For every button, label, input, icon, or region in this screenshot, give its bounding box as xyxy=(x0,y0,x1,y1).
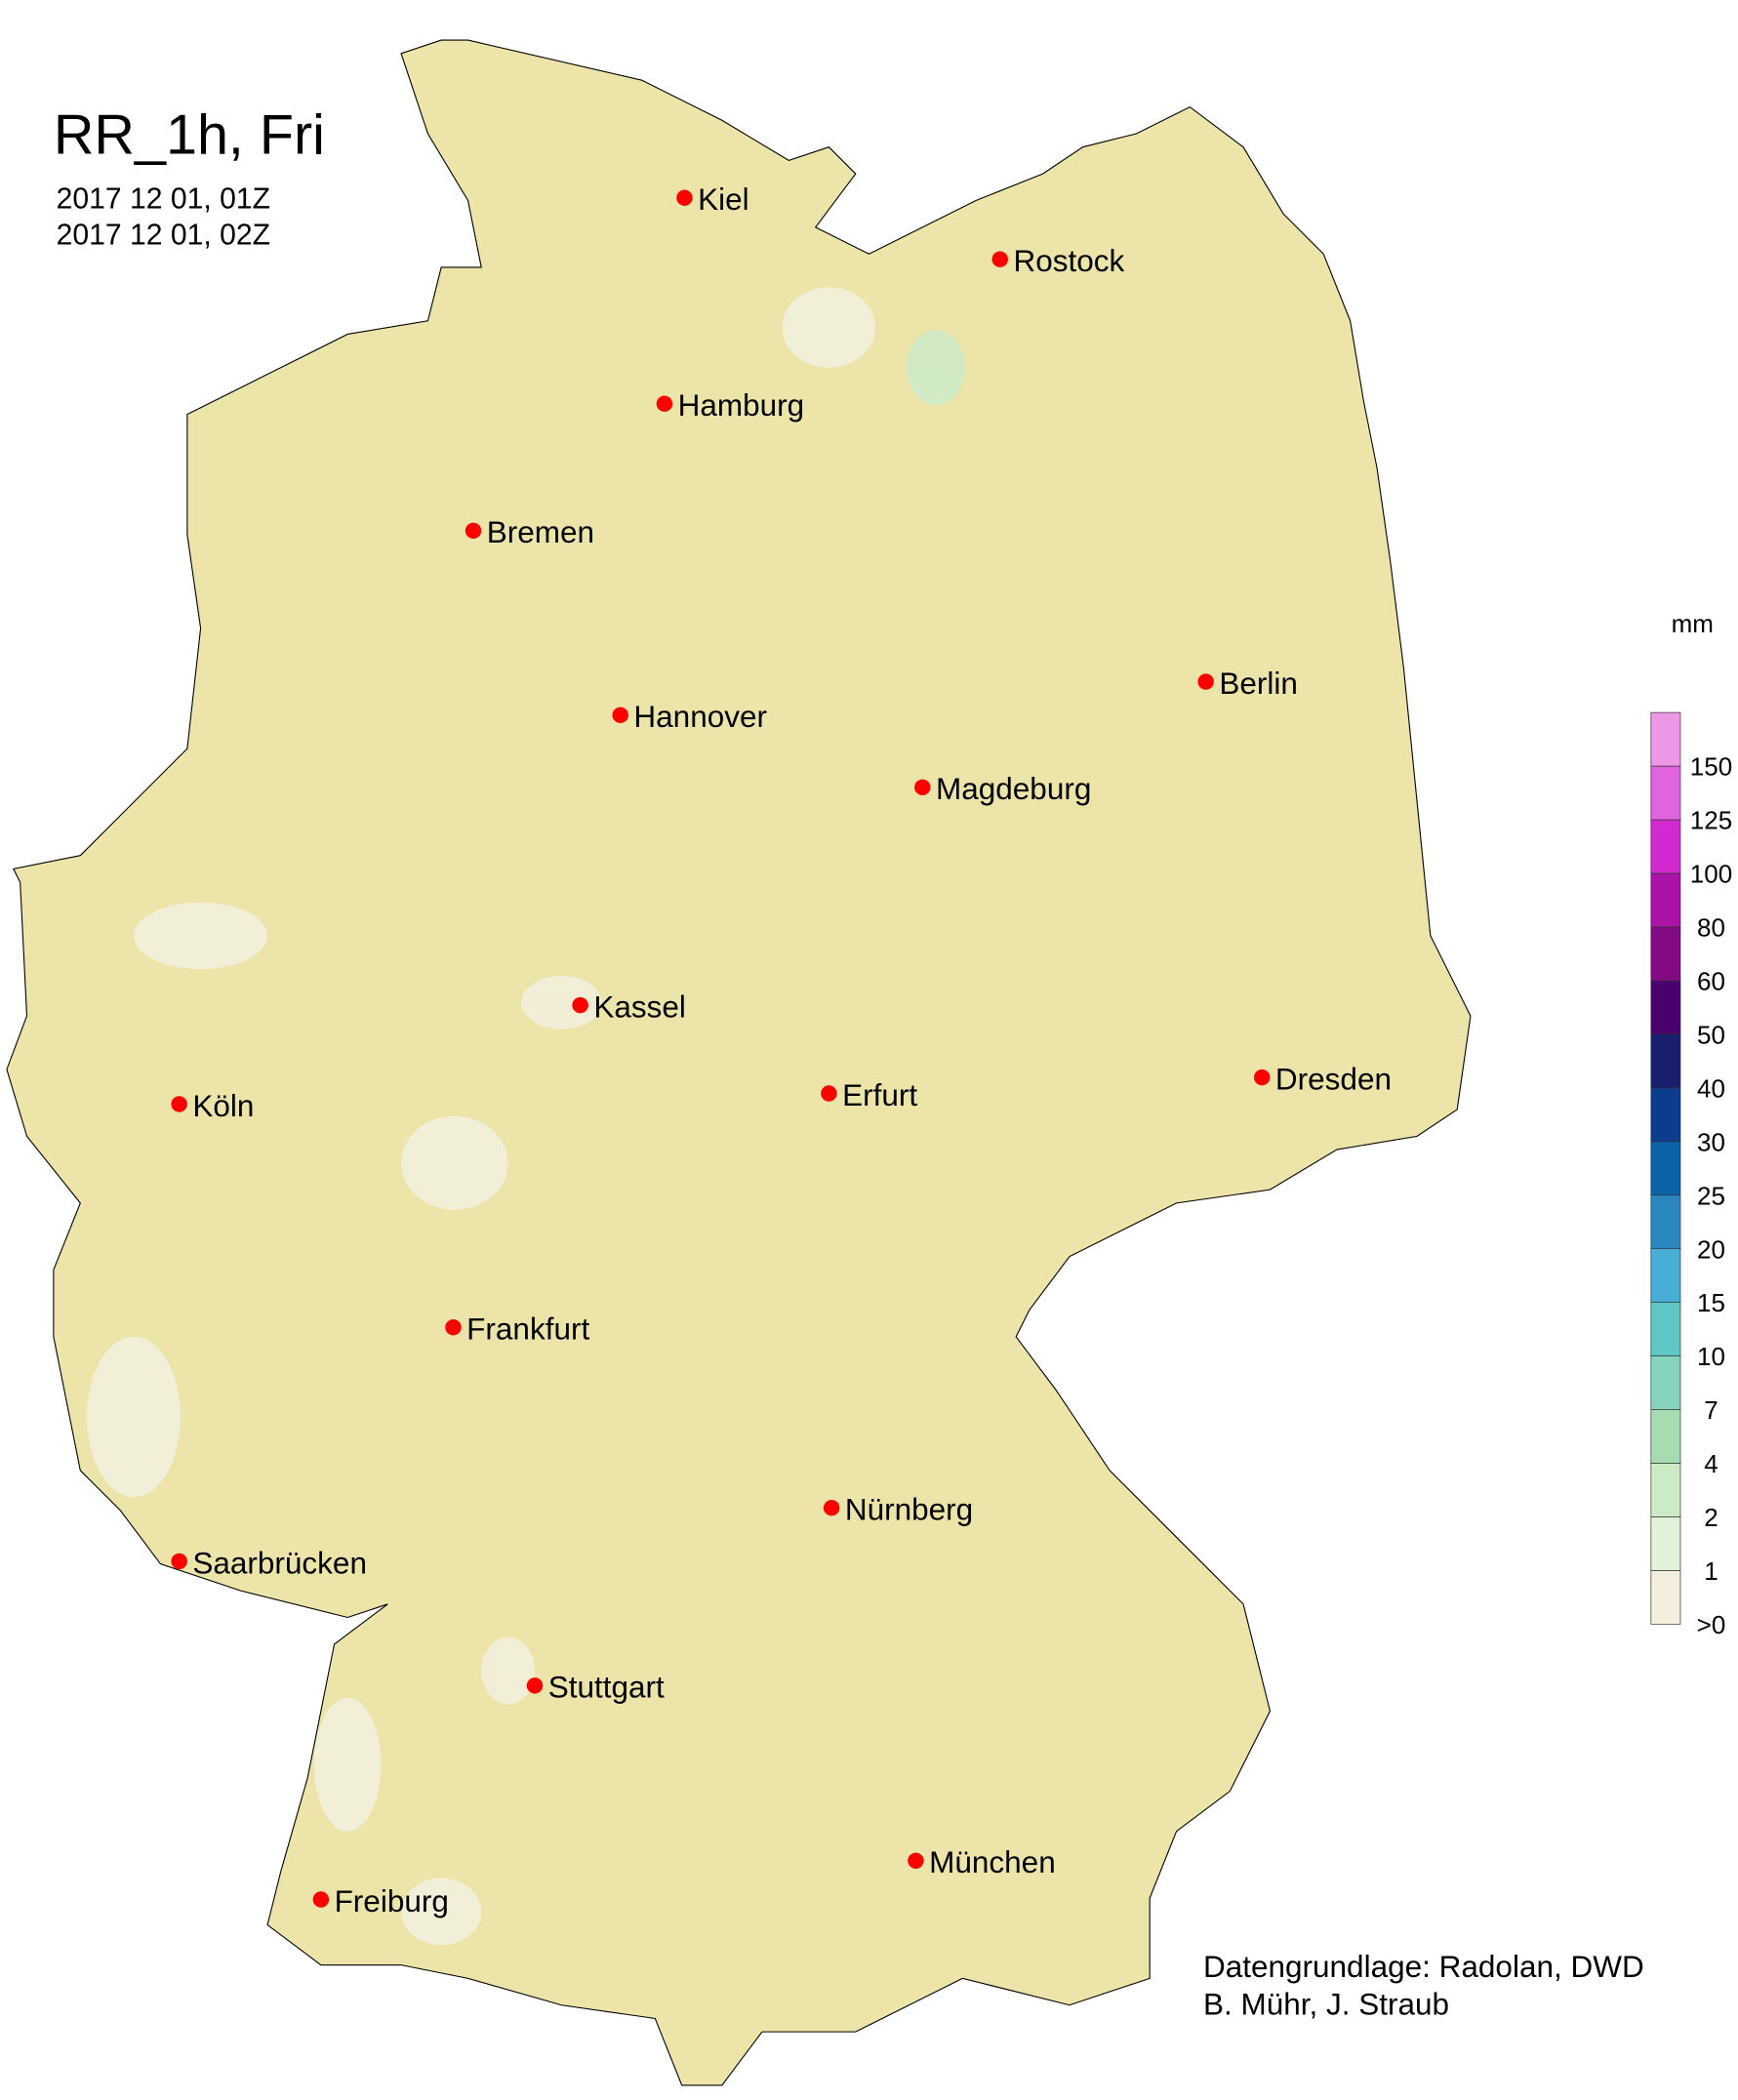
legend-swatch xyxy=(1650,1516,1681,1571)
legend-label: 7 xyxy=(1704,1395,1718,1425)
legend-swatch xyxy=(1650,1570,1681,1625)
legend-label: 4 xyxy=(1704,1449,1718,1478)
city-marker xyxy=(1197,673,1214,690)
legend-swatch xyxy=(1650,1141,1681,1196)
city-label: Saarbrücken xyxy=(192,1545,367,1580)
legend-label: 80 xyxy=(1697,913,1725,943)
germany-land xyxy=(6,39,1472,2086)
legend-label: 2 xyxy=(1704,1503,1718,1532)
legend-label: 60 xyxy=(1697,966,1725,995)
credits-source: Datengrundlage: Radolan, DWD xyxy=(1203,1949,1644,1984)
city-marker xyxy=(1254,1069,1271,1086)
city-marker xyxy=(612,707,628,724)
credits-authors: B. Mühr, J. Straub xyxy=(1203,1986,1449,2021)
legend-label: 10 xyxy=(1697,1342,1725,1371)
period-end: 2017 12 01, 02Z xyxy=(57,220,270,252)
city-label: Kiel xyxy=(698,182,749,217)
legend-label: 30 xyxy=(1697,1127,1725,1156)
city-marker xyxy=(445,1319,462,1336)
map-title: RR_1h, Fri xyxy=(54,104,325,167)
city-label: Nürnberg xyxy=(845,1491,973,1526)
city-marker xyxy=(171,1553,187,1570)
city-marker xyxy=(823,1499,840,1516)
city-label: Stuttgart xyxy=(548,1670,665,1705)
legend-swatch xyxy=(1650,765,1681,821)
city-label: Rostock xyxy=(1013,243,1124,278)
legend-label: 50 xyxy=(1697,1020,1725,1049)
legend-label: 40 xyxy=(1697,1073,1725,1103)
city-marker xyxy=(312,1891,330,1908)
legend-label: 125 xyxy=(1690,806,1732,835)
legend-swatch xyxy=(1650,1302,1681,1356)
city-marker xyxy=(991,251,1008,267)
legend-label: 1 xyxy=(1704,1556,1718,1586)
legend-label: 15 xyxy=(1697,1288,1725,1317)
legend-swatch xyxy=(1650,926,1681,982)
city-marker xyxy=(914,779,931,796)
legend-label: 150 xyxy=(1690,752,1732,782)
city-label: Hannover xyxy=(633,699,767,734)
legend-label: 20 xyxy=(1697,1234,1725,1264)
legend-swatch xyxy=(1650,1463,1681,1517)
period-start: 2017 12 01, 01Z xyxy=(57,183,270,216)
legend-label: >0 xyxy=(1697,1610,1726,1639)
city-label: Magdeburg xyxy=(936,771,1091,806)
city-marker xyxy=(572,996,588,1014)
legend-swatch xyxy=(1650,1033,1681,1089)
color-legend: mm >0 1 2 4 7 10 15 20 25 30 40 50 60 80 100 125 150 xyxy=(1650,609,1732,1639)
city-marker xyxy=(656,395,673,412)
legend-swatch xyxy=(1650,1355,1681,1410)
legend-swatch xyxy=(1650,819,1681,874)
city-markers: Kiel Rostock Hamburg Bremen Berlin Hannover Ma… xyxy=(171,182,1392,1918)
city-marker xyxy=(908,1852,924,1870)
city-marker xyxy=(526,1677,544,1694)
legend-swatch xyxy=(1650,1409,1681,1464)
city-marker xyxy=(821,1085,837,1102)
legend-swatch xyxy=(1650,980,1681,1035)
legend-unit: mm xyxy=(1672,609,1714,638)
legend-swatch xyxy=(1650,1087,1681,1143)
city-marker xyxy=(171,1096,187,1112)
legend-label: 100 xyxy=(1690,860,1732,889)
city-marker xyxy=(465,522,482,540)
legend-swatch xyxy=(1650,1248,1681,1303)
city-label: Erfurt xyxy=(842,1077,917,1112)
city-label: München xyxy=(929,1844,1056,1879)
city-label: Köln xyxy=(192,1088,254,1123)
city-label: Hamburg xyxy=(678,387,805,423)
legend-swatch xyxy=(1650,1194,1681,1250)
city-label: Dresden xyxy=(1275,1061,1392,1096)
legend-swatch xyxy=(1650,711,1681,767)
legend-swatch xyxy=(1650,872,1681,928)
city-label: Freiburg xyxy=(335,1883,449,1918)
city-label: Berlin xyxy=(1219,666,1298,701)
city-label: Bremen xyxy=(487,514,594,549)
city-label: Kassel xyxy=(593,989,686,1024)
city-marker xyxy=(676,189,693,206)
light-rain-patches xyxy=(87,287,966,1946)
city-label: Frankfurt xyxy=(466,1312,589,1347)
legend-label: 25 xyxy=(1697,1181,1725,1210)
